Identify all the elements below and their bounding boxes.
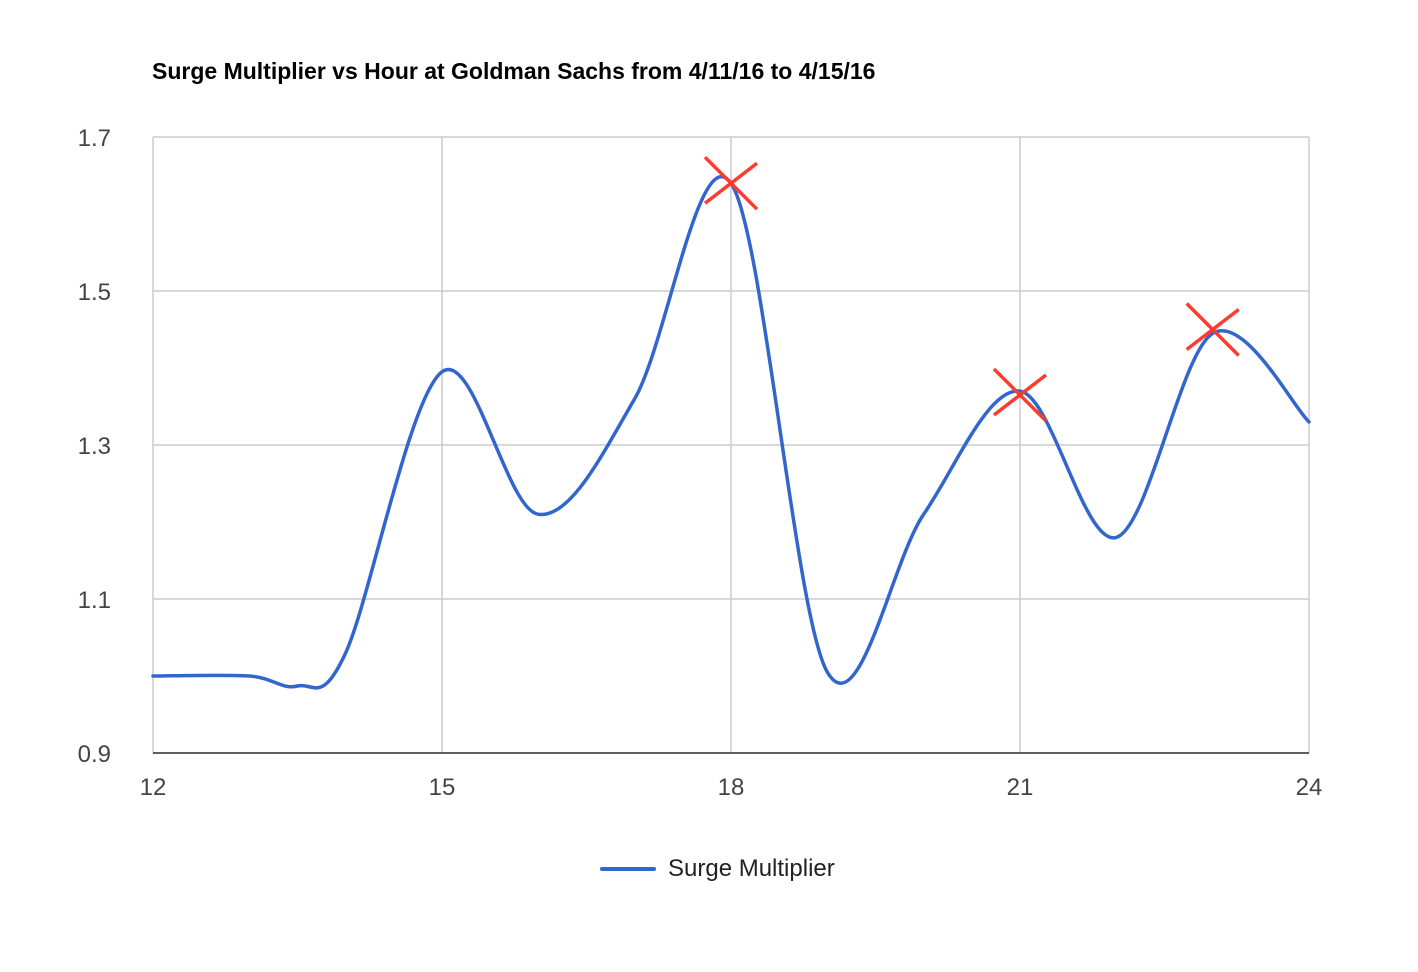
- x-tick-label: 12: [140, 774, 167, 801]
- x-tick-label: 15: [429, 774, 456, 801]
- x-marker: [1185, 302, 1240, 357]
- y-tick-label: 1.7: [78, 125, 111, 152]
- y-tick-label: 0.9: [78, 741, 111, 768]
- x-tick-label: 24: [1296, 774, 1323, 801]
- y-tick-label: 1.1: [78, 587, 111, 614]
- x-tick-label: 18: [718, 774, 745, 801]
- x-marker: [703, 155, 759, 211]
- x-marker-stroke: [992, 373, 1048, 417]
- legend-label-surge-multiplier: Surge Multiplier: [668, 855, 835, 882]
- x-tick-label: 21: [1007, 774, 1034, 801]
- y-tick-label: 1.5: [78, 279, 111, 306]
- x-marker-stroke: [1185, 308, 1240, 351]
- legend: Surge Multiplier: [600, 855, 835, 883]
- y-tick-label: 1.3: [78, 433, 111, 460]
- chart-title: Surge Multiplier vs Hour at Goldman Sach…: [152, 58, 876, 84]
- x-marker: [992, 367, 1048, 423]
- legend-swatch-surge-multiplier: [600, 867, 656, 871]
- x-marker-stroke: [703, 161, 759, 205]
